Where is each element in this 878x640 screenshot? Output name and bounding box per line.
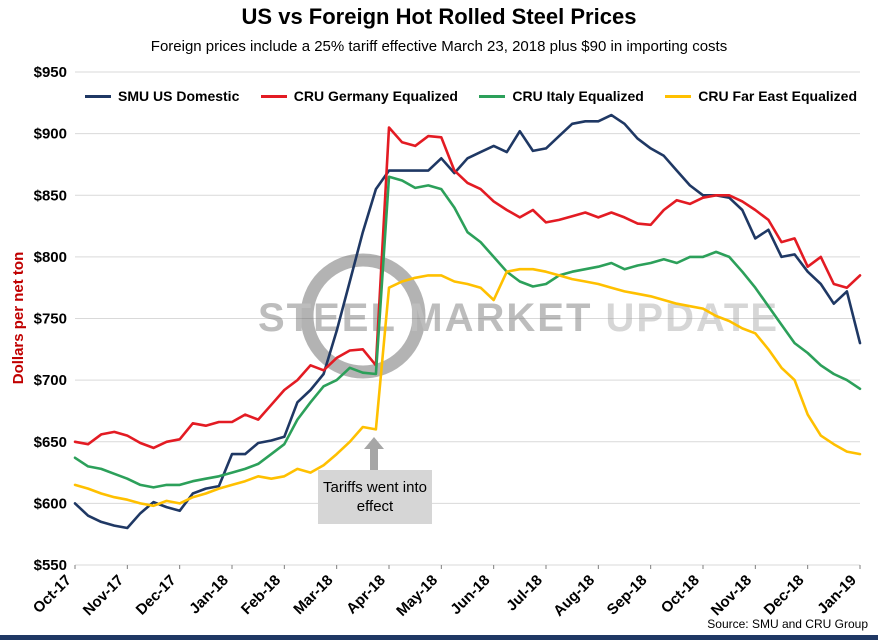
x-tick-label: Jan-18 xyxy=(186,572,232,618)
y-tick-label: $900 xyxy=(34,126,67,143)
y-tick-label: $650 xyxy=(34,434,67,451)
x-tick-label: Dec-18 xyxy=(761,572,808,619)
legend-item-cru-far-east: CRU Far East Equalized xyxy=(665,88,857,104)
legend-item-cru-italy: CRU Italy Equalized xyxy=(479,88,644,104)
legend-swatch-icon xyxy=(260,94,287,98)
y-tick-label: $750 xyxy=(34,311,67,328)
series-line xyxy=(73,113,862,530)
x-tick-label: May-18 xyxy=(393,572,441,620)
annotation-tariffs: Tariffs went into effect xyxy=(318,470,432,524)
x-tick-label: Jun-18 xyxy=(447,572,493,618)
x-tick-label: Mar-18 xyxy=(290,572,336,618)
legend-label: SMU US Domestic xyxy=(118,88,240,104)
chart-title: US vs Foreign Hot Rolled Steel Prices xyxy=(241,4,637,29)
legend-swatch-icon xyxy=(85,94,111,98)
bottom-accent-bar xyxy=(0,635,878,640)
y-tick-label: $600 xyxy=(34,495,67,512)
series-line xyxy=(73,126,862,450)
legend-label: CRU Germany Equalized xyxy=(293,88,458,104)
watermark-text: STEEL MARKET UPDATE xyxy=(258,296,779,340)
chart-legend: SMU US Domestic CRU Germany Equalized CR… xyxy=(85,88,857,104)
y-tick-label: $550 xyxy=(34,557,67,574)
legend-item-cru-germany: CRU Germany Equalized xyxy=(260,88,458,104)
legend-swatch-icon xyxy=(479,94,506,98)
legend-swatch-icon xyxy=(665,94,692,98)
chart-subtitle: Foreign prices include a 25% tariff effe… xyxy=(150,38,728,55)
legend-item-smu-us-domestic: SMU US Domestic xyxy=(85,88,239,104)
series-line xyxy=(73,267,862,508)
source-note: Source: SMU and CRU Group xyxy=(707,617,868,631)
y-tick-label: $850 xyxy=(34,187,67,204)
x-tick-label: Jan-19 xyxy=(814,572,860,618)
x-tick-label: Oct-18 xyxy=(658,572,703,617)
legend-label: CRU Italy Equalized xyxy=(512,88,644,104)
x-tick-label: Nov-17 xyxy=(80,572,127,619)
series-line xyxy=(73,175,862,489)
y-tick-label: $700 xyxy=(34,372,67,389)
y-tick-label: $800 xyxy=(34,249,67,266)
legend-label: CRU Far East Equalized xyxy=(698,88,857,104)
x-tick-label: Nov-18 xyxy=(708,572,755,619)
x-tick-label: Dec-17 xyxy=(133,572,180,619)
x-tick-label: Oct-17 xyxy=(30,572,75,617)
x-tick-label: Sep-18 xyxy=(604,572,651,619)
x-tick-label: Apr-18 xyxy=(343,572,389,618)
watermark: STEEL MARKET UPDATE xyxy=(258,253,779,379)
y-tick-label: $950 xyxy=(34,64,67,81)
x-tick-label: Aug-18 xyxy=(550,572,598,620)
x-tick-label: Jul-18 xyxy=(503,572,546,615)
up-arrow-icon xyxy=(364,437,384,471)
x-tick-label: Feb-18 xyxy=(238,572,284,618)
